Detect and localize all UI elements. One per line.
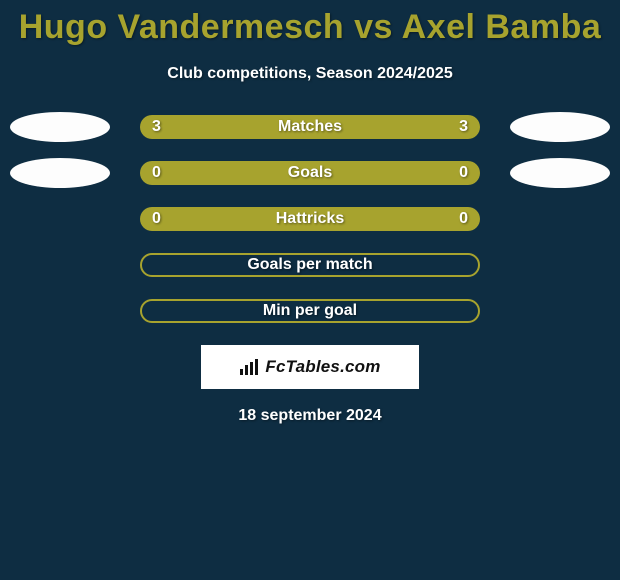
stat-bar: Min per goal [140, 299, 480, 323]
brand-badge: FcTables.com [201, 345, 419, 389]
stat-bar: Goals [140, 161, 480, 185]
stat-row: Goals 0 0 [0, 161, 620, 185]
player-avatar-right [510, 112, 610, 142]
stat-value-left: 0 [152, 164, 161, 182]
stat-label: Goals per match [247, 256, 372, 274]
stat-row: Goals per match [0, 253, 620, 277]
stat-row: Hattricks 0 0 [0, 207, 620, 231]
brand-text: FcTables.com [265, 357, 380, 377]
stat-bar: Hattricks [140, 207, 480, 231]
date-label: 18 september 2024 [0, 407, 620, 425]
player-avatar-left [10, 112, 110, 142]
stat-value-left: 3 [152, 118, 161, 136]
page-title: Hugo Vandermesch vs Axel Bamba [0, 0, 620, 47]
stat-label: Min per goal [263, 302, 357, 320]
stat-label: Goals [288, 164, 332, 182]
stat-row: Matches 3 3 [0, 115, 620, 139]
stats-container: Matches 3 3 Goals 0 0 Hattricks 0 0 Goal… [0, 115, 620, 323]
player-avatar-left [10, 158, 110, 188]
stat-bar: Matches [140, 115, 480, 139]
stat-value-right: 0 [459, 164, 468, 182]
stat-label: Hattricks [276, 210, 344, 228]
stat-row: Min per goal [0, 299, 620, 323]
stat-label: Matches [278, 118, 342, 136]
stat-bar: Goals per match [140, 253, 480, 277]
player-avatar-right [510, 158, 610, 188]
stat-value-right: 0 [459, 210, 468, 228]
page-subtitle: Club competitions, Season 2024/2025 [0, 65, 620, 83]
stat-value-right: 3 [459, 118, 468, 136]
bar-chart-icon [239, 358, 261, 376]
stat-value-left: 0 [152, 210, 161, 228]
